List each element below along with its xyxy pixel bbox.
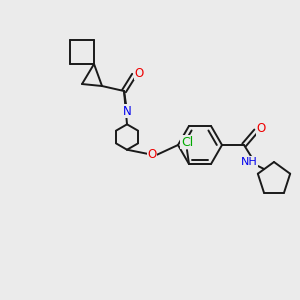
Text: N: N <box>123 104 131 118</box>
Text: O: O <box>147 148 157 161</box>
Text: O: O <box>134 67 144 80</box>
Text: O: O <box>256 122 266 136</box>
Text: Cl: Cl <box>181 136 193 148</box>
Text: NH: NH <box>241 157 257 167</box>
